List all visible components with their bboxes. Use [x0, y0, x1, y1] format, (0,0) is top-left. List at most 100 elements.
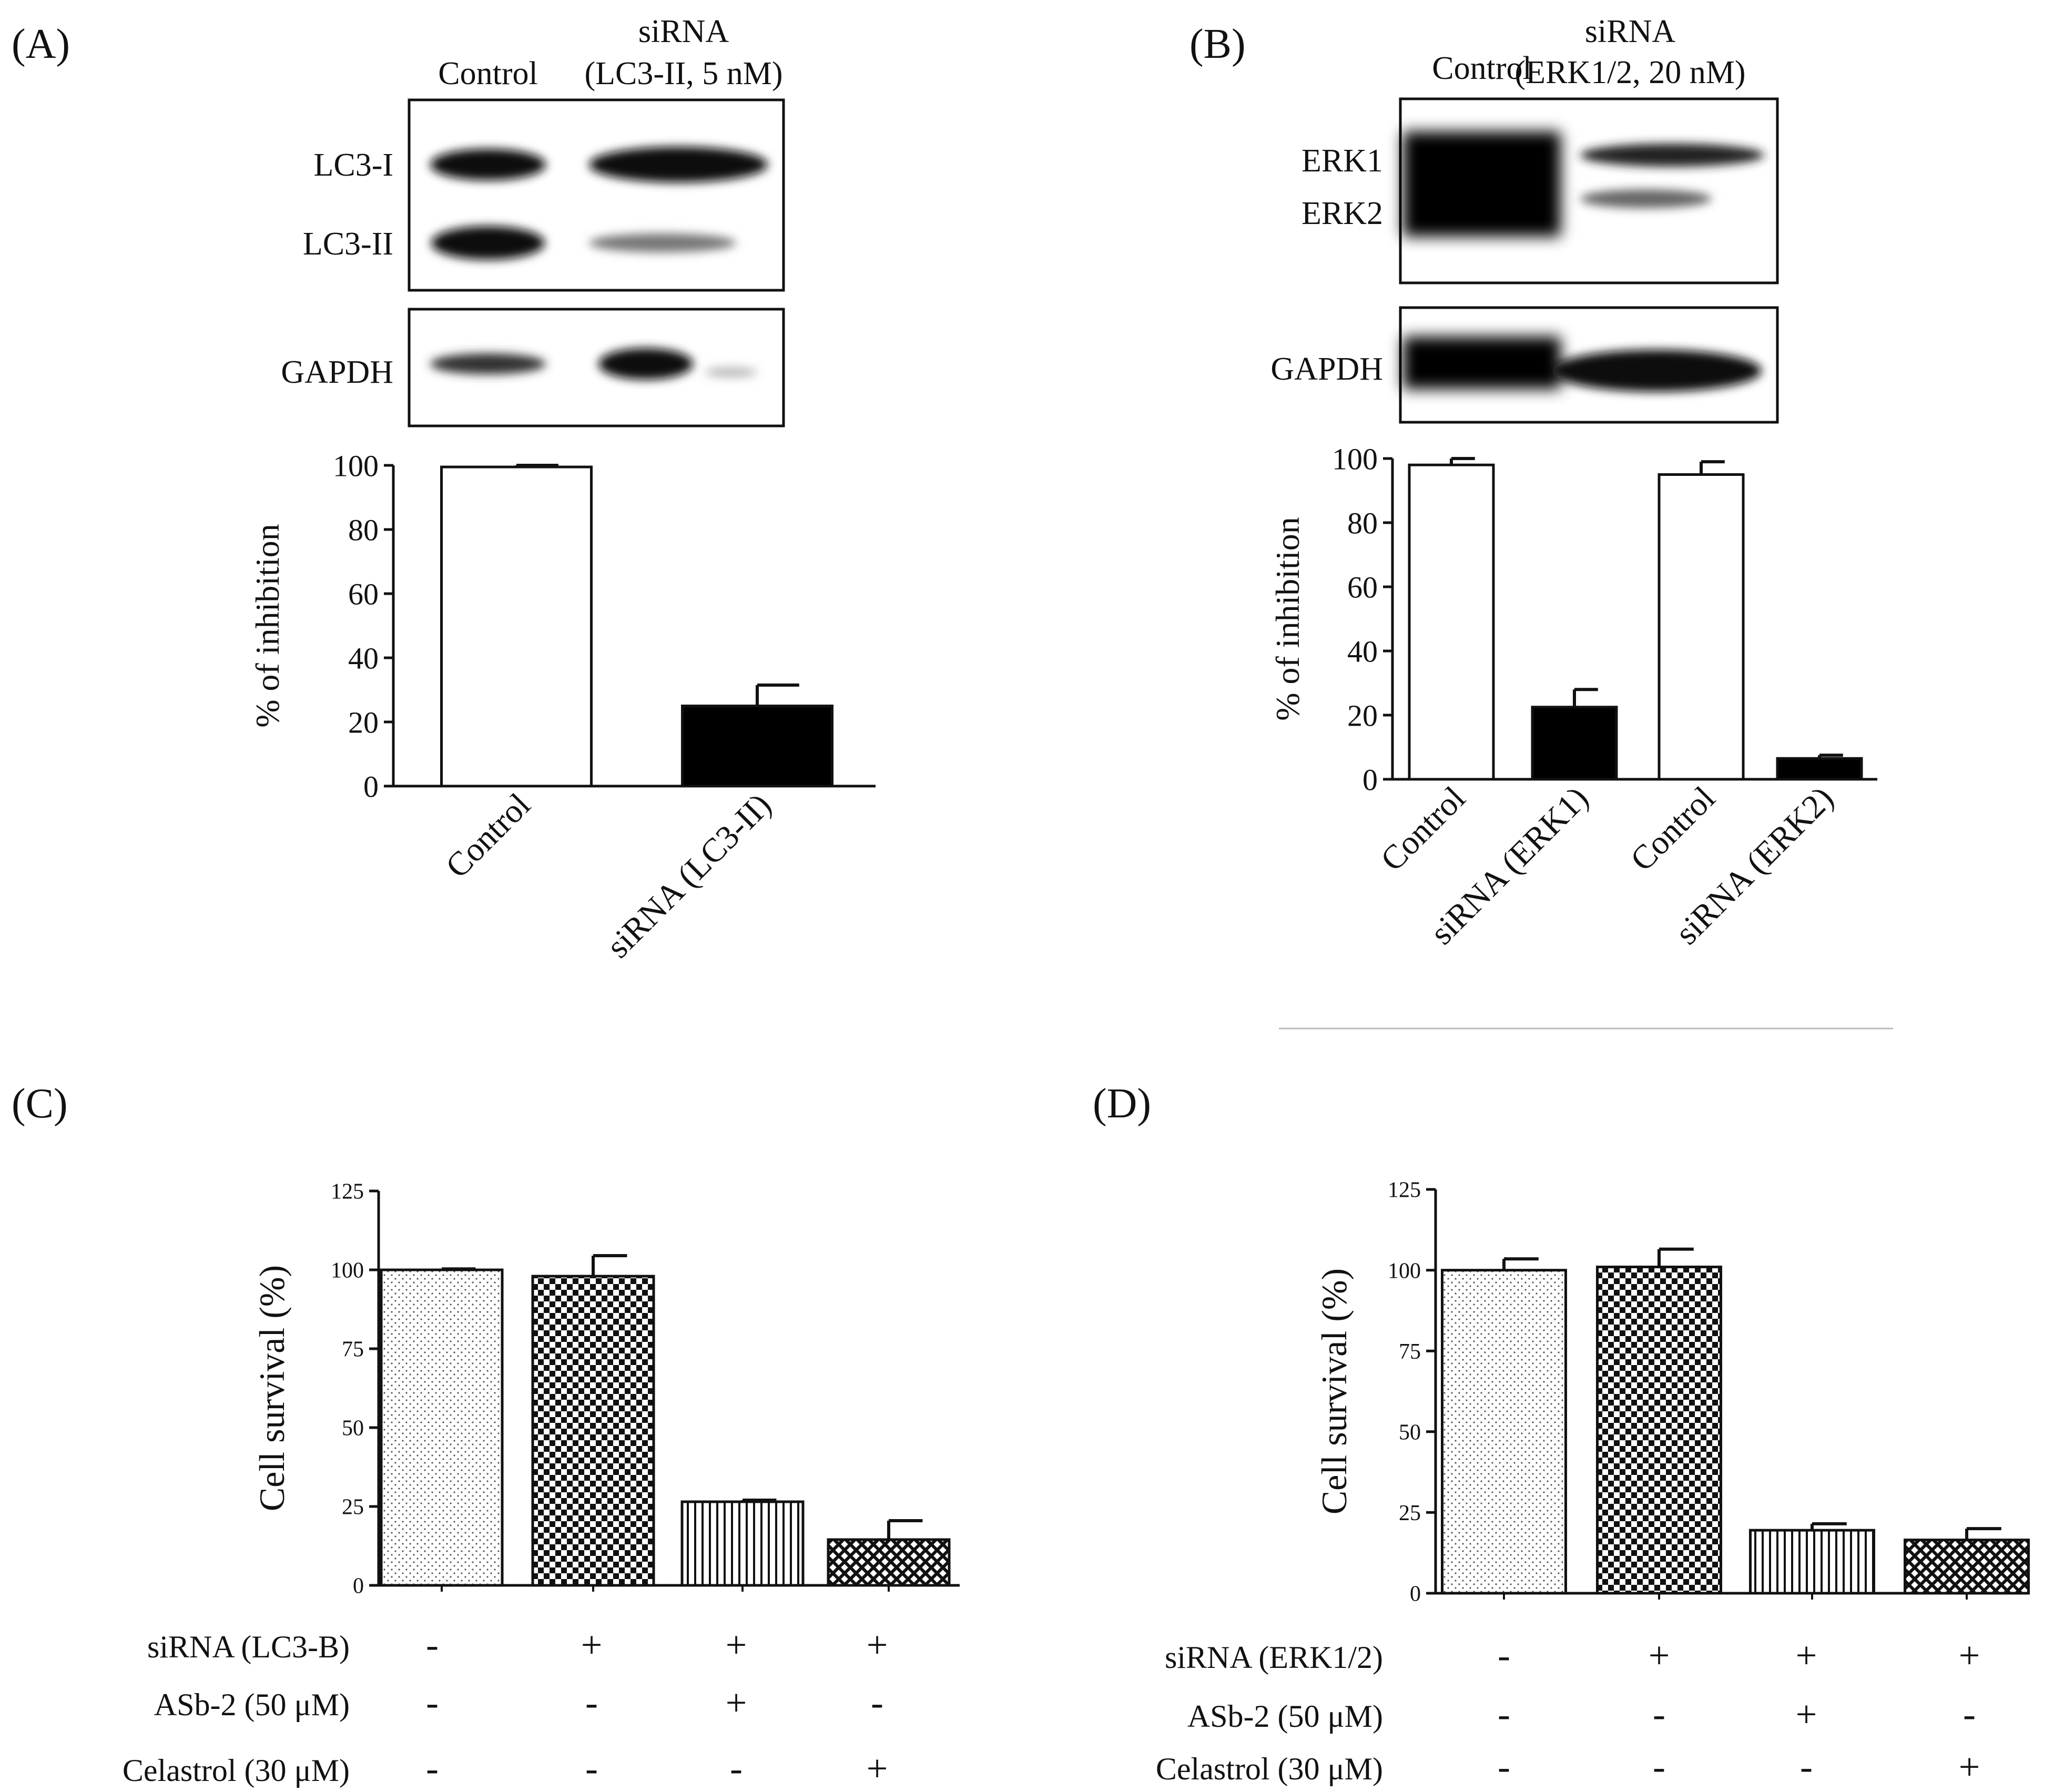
treatment-c-sign: + [867, 1747, 888, 1789]
treatment-c-row-label: Celastrol (30 μM) [123, 1753, 350, 1788]
chart-c-y-tick-label: 125 [331, 1180, 364, 1204]
chart-b-y-tick-label: 80 [1347, 506, 1378, 540]
chart-b-bar [1776, 757, 1863, 781]
blot-b-band-label-erk1: ERK1 [1301, 143, 1383, 179]
chart-c-error-bar [592, 1254, 627, 1276]
chart-c-y-tick-label: 50 [342, 1417, 364, 1441]
chart-b-y-tick-label: 0 [1362, 762, 1378, 797]
chart-d-bar [1749, 1529, 1875, 1595]
chart-d-error-bar [1658, 1247, 1694, 1267]
chart-d-error-bar [1811, 1522, 1847, 1531]
blot-a-band-label-lc3-i: LC3-I [313, 147, 393, 183]
chart-c-error-bar [887, 1519, 923, 1540]
treatment-d-sign: + [1649, 1634, 1670, 1676]
treatment-d-sign: - [1800, 1746, 1813, 1788]
treatment-c-sign: - [871, 1682, 883, 1724]
treatment-c-sign: - [426, 1624, 439, 1666]
chart-a-y-tick-label: 80 [348, 513, 379, 547]
treatment-d-sign: - [1498, 1746, 1510, 1788]
blot-b-gapdh [1399, 306, 1779, 424]
chart-a-y-label: % of inhibition [249, 524, 286, 728]
chart-a-y-tick-label: 100 [333, 449, 379, 483]
treatment-d-sign: + [1959, 1746, 1980, 1788]
blot-b-lane-control: Control [1432, 50, 1531, 86]
chart-c-bar [680, 1500, 805, 1587]
chart-b-y-tick-label: 20 [1347, 698, 1378, 732]
chart-a-y-tick-label: 40 [348, 641, 379, 675]
treatment-c-row-label: ASb-2 (50 μM) [154, 1687, 350, 1722]
chart-d-y-tick-label: 0 [1410, 1582, 1421, 1606]
blot-b-main [1399, 97, 1779, 284]
blot-b-header-sirna: siRNA [1585, 14, 1675, 49]
treatment-d-sign: - [1498, 1634, 1510, 1676]
treatment-c-sign: + [726, 1682, 747, 1724]
chart-c-y-label: Cell survival (%) [252, 1265, 292, 1511]
treatment-table-d: siRNA (ERK1/2) - + + + ASb-2 (50 μM) - - + - Celas… [1156, 1634, 1980, 1788]
treatment-d-sign: - [1653, 1693, 1665, 1735]
blot-a-loading-label: GAPDH [281, 354, 393, 390]
blot-a-main [408, 98, 785, 292]
chart-c-bar [531, 1275, 655, 1587]
treatment-d-row-label: ASb-2 (50 μM) [1187, 1699, 1383, 1734]
treatment-d-sign: - [1963, 1693, 1976, 1735]
treatment-d-sign: + [1959, 1634, 1980, 1676]
chart-d-error-bar [1965, 1527, 2001, 1540]
blot-a-gapdh [408, 308, 785, 427]
chart-b-error-bar [1573, 688, 1598, 707]
chart-c-cell-survival: 0 25 50 75 100 125 Cell survival (%) [252, 1180, 960, 1598]
chart-d-y-tick-label: 50 [1399, 1421, 1421, 1445]
chart-b-y-tick-label: 40 [1347, 634, 1378, 668]
blot-b-loading-label: GAPDH [1270, 351, 1383, 387]
chart-a-bar [440, 465, 593, 788]
chart-d-y-tick-label: 25 [1399, 1501, 1421, 1525]
chart-b-y-label: % of inhibition [1269, 517, 1306, 721]
chart-b-error-bar [1450, 457, 1475, 465]
chart-b-y-tick-label: 60 [1347, 570, 1378, 604]
treatment-c-sign: - [730, 1747, 743, 1789]
chart-d-y-tick-label: 125 [1388, 1178, 1421, 1203]
chart-a-bar [681, 705, 833, 788]
chart-a-inhibition: 0 20 40 60 80 100 % of inhibition Control siRNA … [249, 449, 876, 965]
blot-a-lane-treat: (LC3-II, 5 nM) [584, 56, 782, 91]
chart-d-bar [1904, 1539, 2030, 1595]
chart-a-error-bar [515, 464, 558, 467]
treatment-c-sign: - [426, 1682, 439, 1724]
chart-b-bar [1408, 463, 1495, 781]
chart-c-bar [827, 1538, 951, 1587]
chart-a-y-tick-label: 20 [348, 705, 379, 739]
blot-b-lane-treat: (ERK1/2, 20 nM) [1514, 55, 1745, 90]
panel-letter-c: (C) [12, 1081, 68, 1127]
blot-a-band-lc3-i [430, 147, 768, 182]
chart-d-cell-survival: 0 25 50 75 100 125 Cell survival (%) [1314, 1178, 2030, 1606]
chart-d-bar [1596, 1265, 1722, 1595]
chart-a-y-tick-label: 60 [348, 577, 379, 611]
treatment-c-sign: - [426, 1747, 439, 1789]
treatment-c-sign: + [581, 1624, 603, 1666]
chart-b-bar [1658, 473, 1745, 781]
chart-d-y-label: Cell survival (%) [1314, 1268, 1354, 1514]
chart-c-y-tick-label: 100 [331, 1259, 364, 1283]
chart-d-y-tick-label: 100 [1388, 1259, 1421, 1283]
treatment-c-sign: + [867, 1624, 888, 1666]
chart-a-error-bar [756, 683, 799, 706]
chart-c-bar [380, 1268, 504, 1587]
treatment-d-sign: - [1498, 1693, 1510, 1735]
chart-b-error-bar [1700, 460, 1725, 475]
treatment-d-sign: + [1796, 1634, 1817, 1676]
chart-b-error-bar [1818, 754, 1843, 759]
blot-a-header-sirna: siRNA [638, 14, 729, 49]
chart-d-bar [1441, 1269, 1567, 1595]
treatment-d-row-label: siRNA (ERK1/2) [1165, 1640, 1383, 1675]
chart-c-error-bar [741, 1499, 777, 1502]
blot-a-band-label-lc3-ii: LC3-II [303, 226, 393, 262]
treatment-table-c: siRNA (LC3-B) - + + + ASb-2 (50 μM) - - + - Celast… [123, 1624, 888, 1789]
chart-c-y-tick-label: 75 [342, 1338, 364, 1362]
chart-b-bar [1531, 706, 1618, 781]
chart-b-category-label: Control [1623, 779, 1722, 878]
panel-letter-d: (D) [1093, 1081, 1151, 1127]
chart-b-category-label: Control [1373, 779, 1472, 878]
treatment-d-sign: + [1796, 1693, 1817, 1735]
treatment-c-sign: - [585, 1747, 598, 1789]
